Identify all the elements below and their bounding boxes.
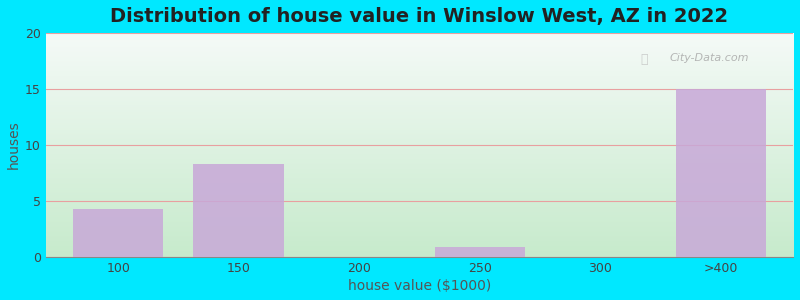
X-axis label: house value ($1000): house value ($1000): [348, 279, 491, 293]
Text: ⧗: ⧗: [640, 53, 647, 66]
Text: City-Data.com: City-Data.com: [670, 53, 750, 63]
Bar: [434, 247, 525, 257]
Bar: [675, 89, 766, 257]
Bar: [73, 209, 163, 257]
Bar: [194, 164, 284, 257]
Y-axis label: houses: houses: [7, 121, 21, 170]
Title: Distribution of house value in Winslow West, AZ in 2022: Distribution of house value in Winslow W…: [110, 7, 729, 26]
